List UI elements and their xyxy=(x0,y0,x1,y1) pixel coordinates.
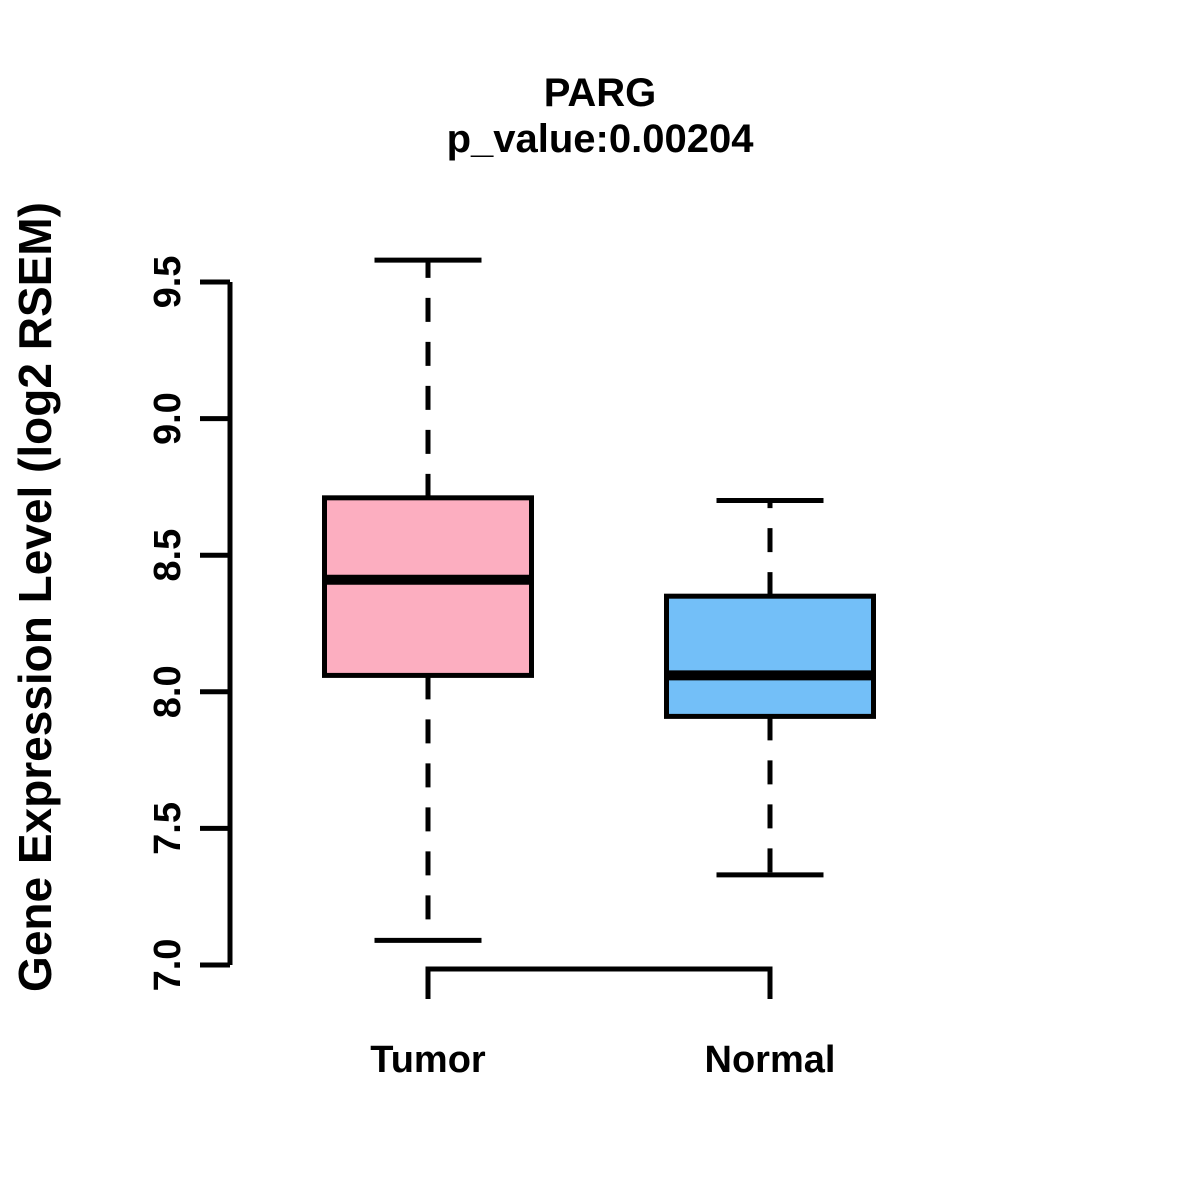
y-axis-tick-label: 9.0 xyxy=(147,392,189,445)
x-axis-label-normal: Normal xyxy=(705,1039,836,1081)
y-axis-tick-label: 9.5 xyxy=(147,256,189,309)
y-axis-tick-label: 7.0 xyxy=(147,939,189,992)
y-axis-tick-label: 8.0 xyxy=(147,665,189,718)
iqr-box-tumor xyxy=(322,495,534,678)
x-axis-label-tumor: Tumor xyxy=(370,1039,486,1081)
chart-subtitle: p_value:0.00204 xyxy=(446,117,754,161)
y-axis-tick-label: 8.5 xyxy=(147,529,189,582)
iqr-box-normal xyxy=(664,593,876,719)
chart-title: PARG xyxy=(543,71,657,115)
title-block: PARG p_value:0.00204 xyxy=(0,70,1200,162)
y-axis-tick-label: 7.5 xyxy=(147,802,189,855)
x-axis-bracket xyxy=(425,966,773,999)
